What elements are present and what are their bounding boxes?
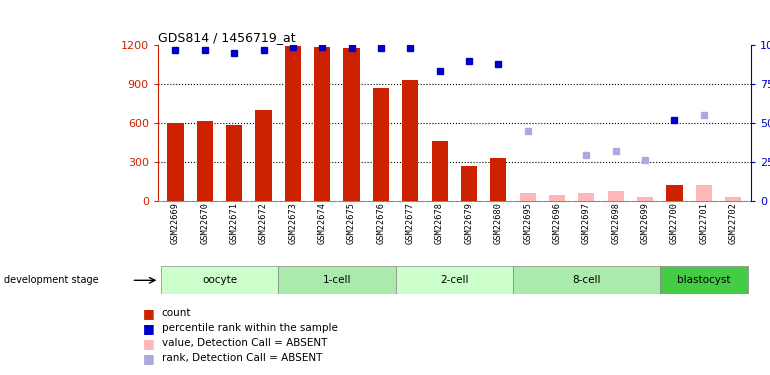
Text: GSM22700: GSM22700 — [670, 202, 679, 244]
Bar — [578, 194, 594, 201]
Text: 8-cell: 8-cell — [572, 275, 601, 285]
Text: count: count — [162, 308, 191, 318]
Bar — [608, 191, 624, 201]
Text: GSM22674: GSM22674 — [318, 202, 326, 244]
Text: GSM22677: GSM22677 — [406, 202, 415, 244]
Text: GSM22679: GSM22679 — [464, 202, 474, 244]
Bar — [161, 266, 278, 294]
Bar — [490, 158, 507, 201]
Text: rank, Detection Call = ABSENT: rank, Detection Call = ABSENT — [162, 353, 322, 363]
Text: GSM22671: GSM22671 — [229, 202, 239, 244]
Text: ■: ■ — [142, 307, 154, 320]
Text: GSM22695: GSM22695 — [523, 202, 532, 244]
Text: GSM22670: GSM22670 — [200, 202, 209, 244]
Bar — [343, 48, 360, 201]
Text: GSM22680: GSM22680 — [494, 202, 503, 244]
Bar — [167, 123, 183, 201]
Text: blastocyst: blastocyst — [677, 275, 731, 285]
Bar — [396, 266, 513, 294]
Text: ■: ■ — [142, 352, 154, 364]
Text: percentile rank within the sample: percentile rank within the sample — [162, 323, 337, 333]
Text: GDS814 / 1456719_at: GDS814 / 1456719_at — [158, 31, 296, 44]
Bar — [314, 47, 330, 201]
Bar — [197, 121, 213, 201]
Bar — [373, 88, 389, 201]
Text: GSM22673: GSM22673 — [289, 202, 297, 244]
Bar — [285, 46, 301, 201]
Bar — [696, 185, 711, 201]
Text: oocyte: oocyte — [202, 275, 237, 285]
Bar — [637, 197, 653, 201]
Bar — [431, 141, 447, 201]
Bar — [278, 266, 396, 294]
Text: GSM22702: GSM22702 — [728, 202, 738, 244]
Bar — [660, 266, 748, 294]
Text: GSM22672: GSM22672 — [259, 202, 268, 244]
Text: GSM22676: GSM22676 — [377, 202, 386, 244]
Text: GSM22678: GSM22678 — [435, 202, 444, 244]
Bar — [256, 110, 272, 201]
Text: GSM22697: GSM22697 — [582, 202, 591, 244]
Text: 2-cell: 2-cell — [440, 275, 469, 285]
Bar — [725, 197, 742, 201]
Bar — [513, 266, 660, 294]
Text: development stage: development stage — [4, 275, 99, 285]
Text: GSM22698: GSM22698 — [611, 202, 620, 244]
Bar — [226, 125, 243, 201]
Text: GSM22701: GSM22701 — [699, 202, 708, 244]
Text: ■: ■ — [142, 322, 154, 334]
Text: ■: ■ — [142, 337, 154, 350]
Text: GSM22675: GSM22675 — [347, 202, 356, 244]
Bar — [461, 166, 477, 201]
Bar — [402, 80, 418, 201]
Bar — [549, 195, 565, 201]
Text: GSM22699: GSM22699 — [641, 202, 650, 244]
Text: GSM22696: GSM22696 — [553, 202, 561, 244]
Bar — [520, 193, 536, 201]
Text: 1-cell: 1-cell — [323, 275, 351, 285]
Text: GSM22669: GSM22669 — [171, 202, 180, 244]
Text: value, Detection Call = ABSENT: value, Detection Call = ABSENT — [162, 338, 327, 348]
Bar — [666, 185, 682, 201]
